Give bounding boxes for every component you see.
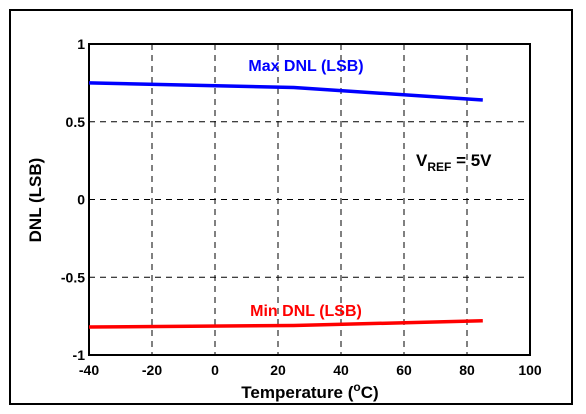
x-tick-label: 60	[396, 362, 412, 378]
x-tick-label: 0	[211, 362, 219, 378]
y-tick-label: -0.5	[61, 269, 85, 285]
y-tick-label: 0	[77, 192, 85, 208]
series-label-min-dnl: Min DNL (LSB)	[250, 303, 362, 320]
plot-area	[88, 43, 531, 356]
grid-lines	[89, 44, 530, 355]
x-tick-label: -40	[79, 362, 99, 378]
vref-annotation-main: V	[416, 151, 428, 170]
series-lines	[88, 81, 483, 329]
series-line-min-dnl	[88, 319, 483, 329]
vref-annotation-suffix: = 5V	[451, 151, 492, 170]
y-axis-label: DNL (LSB)	[26, 158, 45, 243]
x-tick-label: 20	[270, 362, 286, 378]
vref-annotation: VREF = 5V	[416, 151, 492, 174]
series-label-max-dnl: Max DNL (LSB)	[248, 58, 363, 75]
tick-labels: -40 -20 0 20 40 60 80 100 -1 -0.5 0 0.5 1	[61, 36, 542, 378]
x-axis-label-sup: o	[353, 380, 360, 394]
y-tick-label: 1	[77, 36, 85, 52]
series-line-max-dnl	[88, 81, 483, 102]
x-tick-label: -20	[142, 362, 162, 378]
y-tick-label: 0.5	[66, 114, 86, 130]
x-tick-label: 100	[518, 362, 542, 378]
x-axis-label-main: Temperature (	[241, 383, 353, 402]
x-tick-label: 80	[459, 362, 475, 378]
vref-annotation-sub: REF	[427, 160, 451, 174]
x-tick-label: 40	[333, 362, 349, 378]
x-axis-label: Temperature (oC)	[241, 380, 378, 402]
x-axis-label-suffix: C)	[361, 383, 379, 402]
y-tick-label: -1	[73, 347, 86, 363]
chart-frame	[9, 9, 573, 405]
